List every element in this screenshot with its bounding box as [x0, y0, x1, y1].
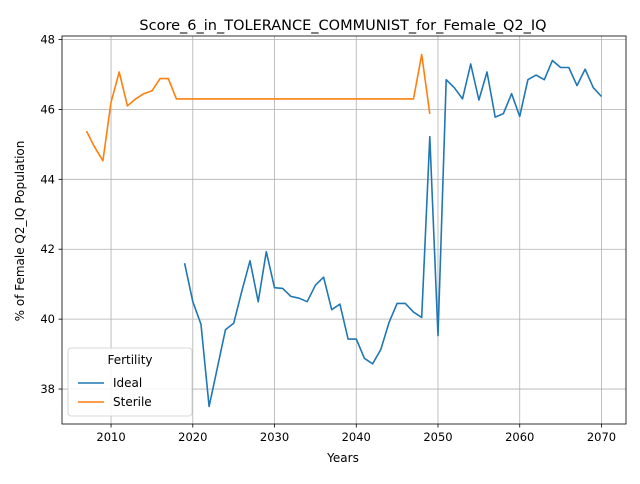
series-line-sterile: [85, 53, 431, 162]
legend-box: [67, 347, 193, 417]
x-tick-label: 2060: [505, 430, 534, 444]
x-tick-label: 2010: [96, 430, 125, 444]
legend-title: Fertility: [107, 353, 152, 367]
x-tick-label: 2030: [260, 430, 289, 444]
y-tick-label: 40: [40, 312, 55, 326]
y-tick-label: 48: [40, 32, 55, 46]
y-tick-label: 42: [40, 242, 55, 256]
plot-frame: [61, 35, 627, 425]
axis-ticks: 2010 2020 2030 2040 2050 2060 2070 38 40 42 44 46 48: [40, 32, 616, 444]
chart-title: Score_6_in_TOLERANCE_COMMUNIST_for_Femal…: [139, 18, 546, 34]
x-tick-label: 2050: [423, 430, 452, 444]
y-axis-label: % of Female Q2_IQ Population: [13, 141, 27, 322]
series-lines: [85, 53, 603, 408]
x-tick-label: 2070: [587, 430, 616, 444]
y-tick-label: 38: [40, 382, 55, 396]
x-axis-label: Years: [326, 451, 359, 465]
legend-label-ideal: Ideal: [113, 376, 142, 390]
series-line-ideal: [183, 59, 603, 408]
legend: Fertility Ideal Sterile: [67, 347, 193, 417]
y-tick-label: 44: [40, 172, 55, 186]
y-tick-label: 46: [40, 102, 55, 116]
x-tick-label: 2040: [342, 430, 371, 444]
legend-label-sterile: Sterile: [113, 395, 152, 409]
x-tick-label: 2020: [178, 430, 207, 444]
